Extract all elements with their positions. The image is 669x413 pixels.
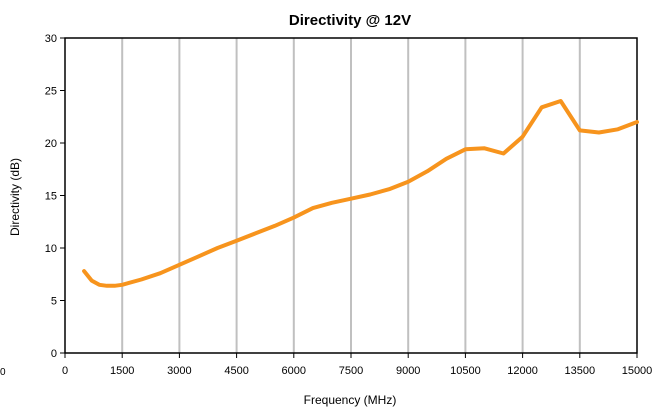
- y-tick-labels: 0 5 10 15 20 25 30: [45, 33, 57, 360]
- x-tick-labels: 0 1500 3000 4500 6000 7500 9000 10500 12000 13500…: [62, 365, 652, 377]
- y-tick-label: 20: [45, 138, 57, 150]
- x-tick-label: 13500: [565, 365, 596, 377]
- x-tick-label: 7500: [339, 365, 363, 377]
- x-tick-label: 6000: [282, 365, 306, 377]
- x-tick-label: 10500: [450, 365, 481, 377]
- x-tick-label: 1500: [110, 365, 134, 377]
- x-tick-label: 0: [62, 365, 68, 377]
- y-tick-label: 0: [51, 348, 57, 360]
- chart-title: Directivity @ 12V: [289, 12, 411, 29]
- y-axis-label: Directivity (dB): [8, 158, 22, 236]
- x-tick-label: 12000: [507, 365, 538, 377]
- x-tick-label: 4500: [224, 365, 248, 377]
- y-tick-label: 5: [51, 296, 57, 308]
- y-tick-label: 15: [45, 191, 57, 203]
- grid-lines: [121, 38, 581, 353]
- x-tick-label: 3000: [167, 365, 191, 377]
- axes: [60, 37, 638, 358]
- stray-zero-label: 0: [0, 367, 6, 378]
- x-tick-label: 9000: [396, 365, 420, 377]
- series-layer: [82, 99, 639, 288]
- y-tick-label: 25: [45, 86, 57, 98]
- y-tick-label: 10: [45, 243, 57, 255]
- x-axis-label: Frequency (MHz): [304, 393, 397, 407]
- x-tick-label: 15000: [622, 365, 653, 377]
- series-line: [82, 99, 639, 288]
- y-tick-label: 30: [45, 33, 57, 45]
